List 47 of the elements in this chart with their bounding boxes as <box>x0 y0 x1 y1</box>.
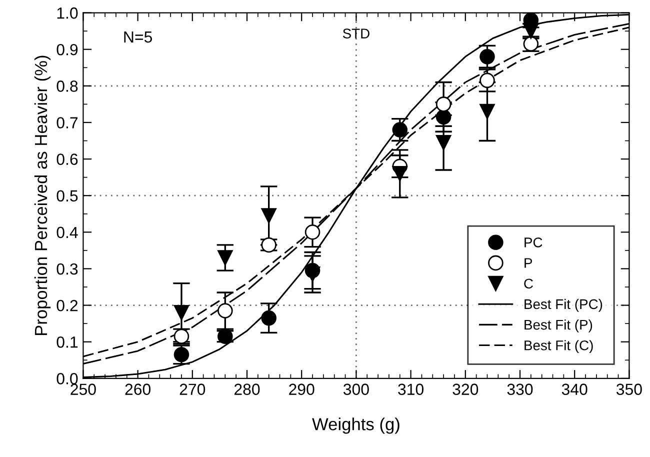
y-axis-title: Proportion Perceived as Heavier (%) <box>34 56 51 336</box>
x-tick-label: 320 <box>452 384 478 395</box>
point <box>392 166 408 182</box>
point <box>480 49 495 64</box>
x-tick-label: 330 <box>507 384 533 395</box>
legend-label: PC <box>524 238 542 248</box>
point <box>436 109 452 125</box>
legend-label: Best Fit (P) <box>524 319 592 332</box>
x-tick-label: 300 <box>343 384 369 395</box>
y-tick-label: 0.8 <box>56 80 78 92</box>
x-tick-label: 340 <box>562 384 588 395</box>
point <box>480 72 495 88</box>
point <box>392 122 408 138</box>
y-tick-label: 0.7 <box>56 117 78 128</box>
legend-label: Best Fit (C) <box>524 340 593 354</box>
point <box>480 104 495 120</box>
point <box>304 266 320 282</box>
point <box>261 208 276 224</box>
point <box>174 304 190 320</box>
x-tick-label: 310 <box>398 384 424 395</box>
point <box>436 96 452 112</box>
y-tick-label: 0.3 <box>56 263 78 275</box>
x-tick-label: 290 <box>289 384 314 395</box>
point <box>436 134 452 150</box>
y-tick-label: 0.6 <box>56 154 78 165</box>
legend-label: P <box>524 258 532 268</box>
x-tick-label: 350 <box>616 384 642 395</box>
x-tick-label: 280 <box>234 384 260 395</box>
y-tick-label: 0.4 <box>56 226 78 238</box>
y-tick-label: 0.2 <box>56 300 78 312</box>
legend-label: C <box>524 278 533 289</box>
annotation: STD <box>342 28 370 38</box>
y-tick-label: 0.5 <box>56 190 78 202</box>
legend-label: Best Fit (PC) <box>524 298 602 312</box>
annotation: N=5 <box>124 32 152 43</box>
point <box>218 250 233 266</box>
point <box>304 224 320 240</box>
x-tick-label: 260 <box>125 384 150 395</box>
x-axis-title: Weights (g) <box>312 418 400 434</box>
y-tick-label: 1.0 <box>57 7 78 19</box>
y-tick-label: 0.1 <box>56 336 78 348</box>
x-tick-label: 270 <box>180 384 206 395</box>
y-tick-label: 0.9 <box>56 44 78 56</box>
x-tick-label: 250 <box>70 384 96 395</box>
y-tick-label: 0.0 <box>56 373 78 384</box>
point <box>218 303 233 318</box>
point <box>261 310 276 326</box>
